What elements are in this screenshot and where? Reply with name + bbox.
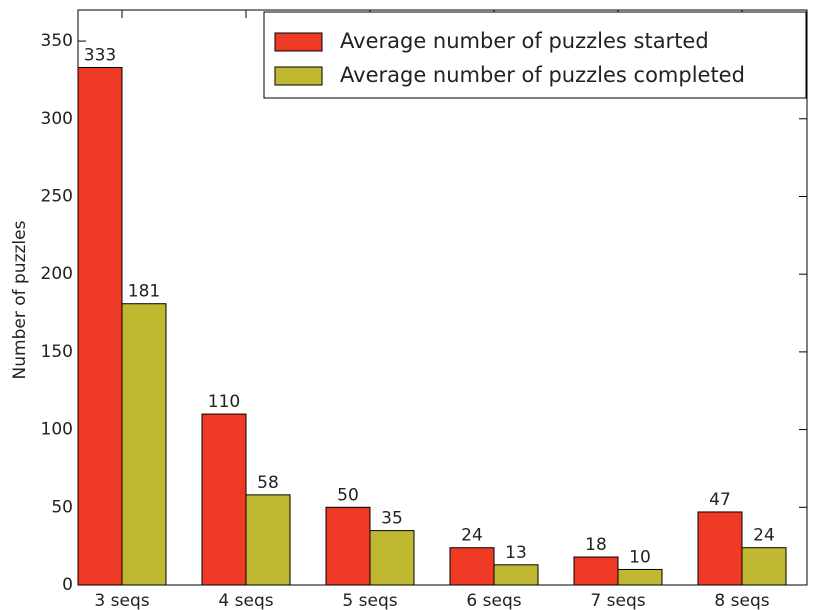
x-tick-label: 4 seqs [218,591,273,610]
bar [617,568,663,586]
data-label: 35 [381,509,403,529]
x-tick-label: 6 seqs [466,591,521,610]
data-label: 18 [585,535,607,555]
bar [697,511,743,586]
legend-swatch [274,66,323,86]
legend-label: Average number of puzzles completed [340,63,745,87]
y-tick-label: 100 [41,420,73,440]
data-label: 50 [337,485,359,505]
data-label: 24 [461,526,483,546]
y-tick-label: 300 [41,109,73,129]
data-label: 13 [505,543,527,563]
bar [741,547,787,586]
x-tick-label: 8 seqs [714,591,769,610]
legend-label: Average number of puzzles started [340,29,709,53]
y-axis-label: Number of puzzles [10,220,30,379]
bar [449,547,495,586]
data-label: 10 [629,547,651,567]
y-tick-label: 250 [41,186,73,206]
y-tick-label: 50 [51,497,73,517]
x-tick-label: 3 seqs [94,591,149,610]
data-label: 58 [257,473,279,493]
bar [493,564,539,586]
x-tick-label: 5 seqs [342,591,397,610]
y-tick-label: 350 [41,31,73,51]
y-tick-label: 200 [41,264,73,284]
data-label: 333 [84,46,116,66]
data-label: 181 [128,282,160,302]
bar [573,556,619,586]
bar [77,67,123,586]
data-label: 47 [709,490,731,510]
legend-box [263,11,807,99]
bar [245,494,291,586]
bar [325,506,371,586]
data-label: 110 [208,392,240,412]
bar [121,303,167,586]
bar [369,530,415,586]
y-tick-label: 0 [62,575,73,595]
plot-frame [77,9,808,586]
x-tick-label: 7 seqs [590,591,645,610]
legend-swatch [274,32,323,52]
data-label: 24 [753,526,775,546]
bar [201,413,247,586]
y-tick-label: 150 [41,342,73,362]
